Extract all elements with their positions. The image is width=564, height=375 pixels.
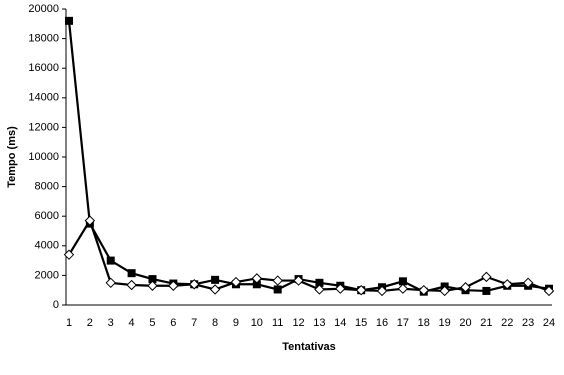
- x-tick-label: 24: [543, 317, 555, 329]
- marker: [65, 16, 73, 25]
- y-tick-label: 2000: [35, 269, 59, 281]
- marker: [314, 284, 325, 295]
- marker: [398, 277, 407, 286]
- y-tick-label: 6000: [35, 210, 59, 222]
- x-tick-label: 7: [191, 317, 197, 329]
- marker: [211, 275, 220, 284]
- x-tick-label: 6: [170, 317, 176, 329]
- marker: [106, 256, 115, 265]
- x-tick-label: 11: [272, 317, 283, 329]
- x-tick-label: 5: [149, 317, 155, 329]
- marker: [315, 278, 324, 287]
- marker: [543, 285, 555, 297]
- y-tick-label: 10000: [28, 151, 59, 163]
- x-tick-label: 19: [439, 317, 451, 329]
- marker: [460, 282, 471, 293]
- x-tick-label: 17: [397, 317, 409, 329]
- y-tick-label: 4000: [35, 240, 59, 252]
- x-tick-label: 14: [334, 317, 346, 329]
- marker: [397, 283, 409, 294]
- y-tick-label: 14000: [28, 92, 59, 104]
- y-tick-label: 18000: [28, 33, 59, 45]
- marker: [482, 286, 491, 295]
- marker: [230, 276, 242, 288]
- x-tick-label: 3: [108, 317, 114, 329]
- y-tick-label: 8000: [35, 181, 59, 193]
- x-tick-label: 12: [292, 317, 304, 329]
- marker: [251, 273, 263, 284]
- x-tick-label: 8: [212, 317, 218, 329]
- marker: [63, 249, 75, 260]
- marker: [252, 280, 261, 289]
- x-tick-label: 10: [251, 317, 263, 329]
- x-tick-label: 23: [522, 317, 534, 329]
- marker: [147, 280, 158, 291]
- marker: [293, 275, 304, 286]
- x-tick-label: 18: [418, 317, 430, 329]
- x-tick-label: 20: [459, 317, 471, 329]
- marker: [209, 284, 221, 295]
- marker: [355, 284, 367, 296]
- marker: [126, 279, 137, 291]
- y-tick-label: 20000: [28, 3, 59, 15]
- x-tick-label: 22: [501, 317, 513, 329]
- y-tick-label: 16000: [28, 62, 59, 74]
- marker: [189, 279, 200, 290]
- x-tick-label: 1: [66, 317, 72, 329]
- x-tick-label: 9: [233, 317, 239, 329]
- y-tick-label: 0: [53, 299, 59, 311]
- marker: [418, 284, 429, 296]
- x-tick-label: 15: [355, 317, 367, 329]
- marker: [335, 283, 346, 294]
- y-axis-title: Tempo (ms): [6, 126, 18, 188]
- marker: [148, 275, 157, 284]
- x-tick-label: 13: [313, 317, 325, 329]
- x-axis-title: Tentativas: [282, 341, 336, 353]
- x-tick-label: 4: [129, 317, 135, 329]
- marker: [105, 277, 116, 289]
- series-line: [67, 20, 550, 293]
- marker: [376, 285, 388, 297]
- marker: [502, 279, 513, 290]
- x-tick-label: 21: [480, 317, 492, 329]
- marker: [481, 271, 492, 283]
- y-tick-label: 12000: [28, 121, 59, 133]
- x-tick-label: 16: [376, 317, 388, 329]
- marker: [168, 280, 179, 291]
- marker: [439, 285, 450, 297]
- x-tick-label: 2: [87, 317, 93, 329]
- marker: [127, 269, 136, 278]
- marker: [84, 215, 96, 226]
- marker: [272, 275, 283, 286]
- marker: [522, 277, 534, 289]
- marker: [273, 285, 282, 294]
